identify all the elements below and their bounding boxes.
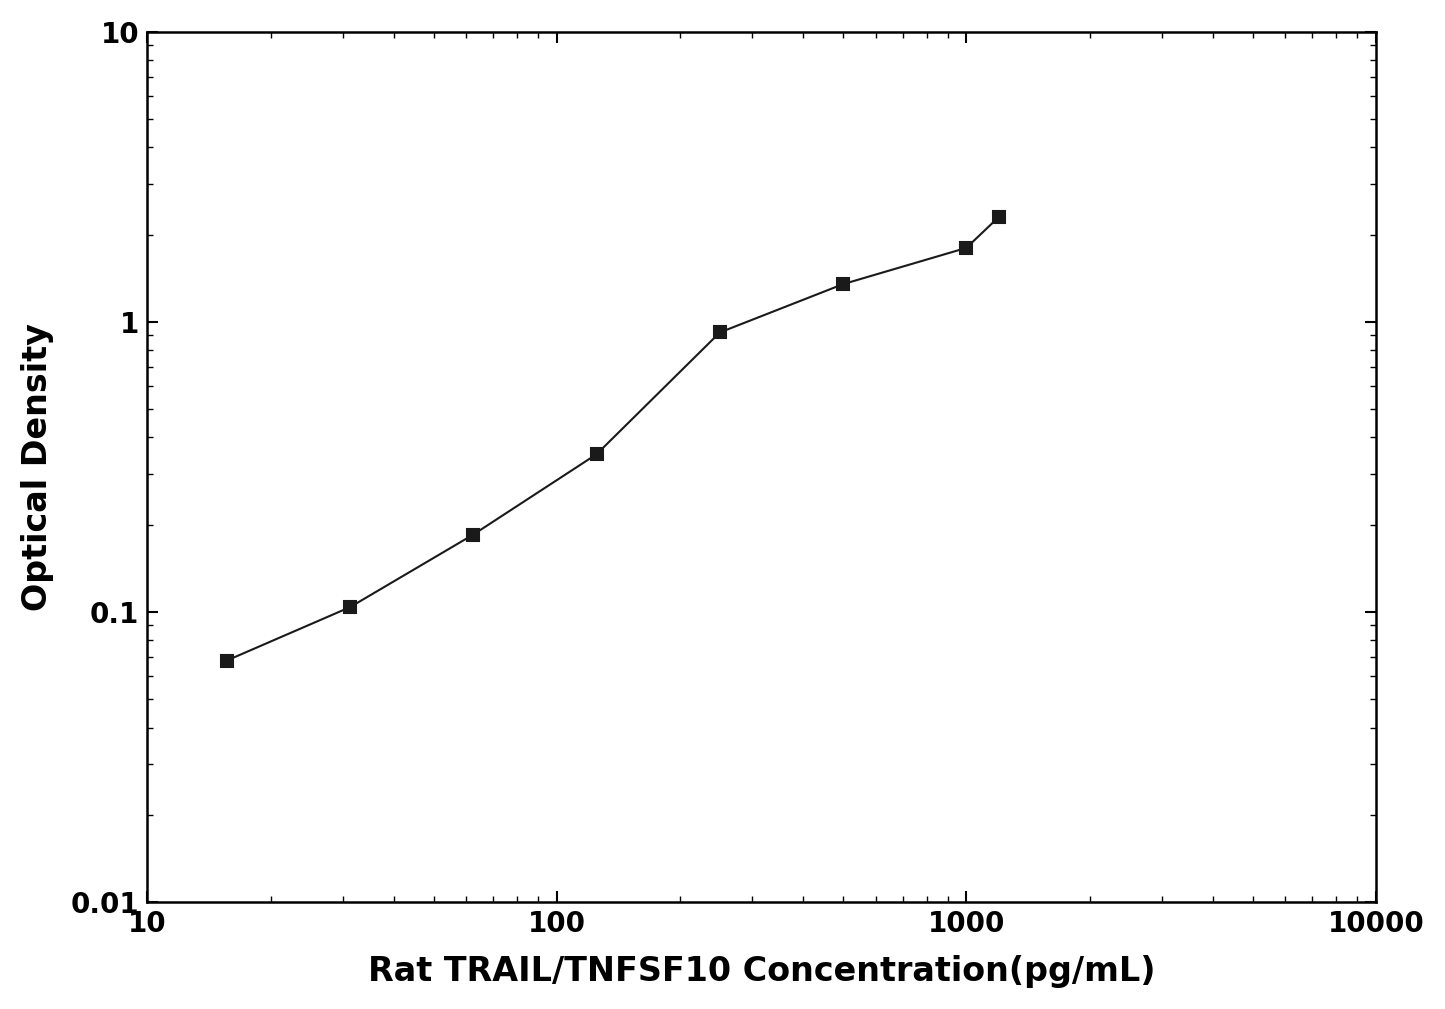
Y-axis label: Optical Density: Optical Density <box>20 323 53 610</box>
X-axis label: Rat TRAIL/TNFSF10 Concentration(pg/mL): Rat TRAIL/TNFSF10 Concentration(pg/mL) <box>368 956 1156 988</box>
